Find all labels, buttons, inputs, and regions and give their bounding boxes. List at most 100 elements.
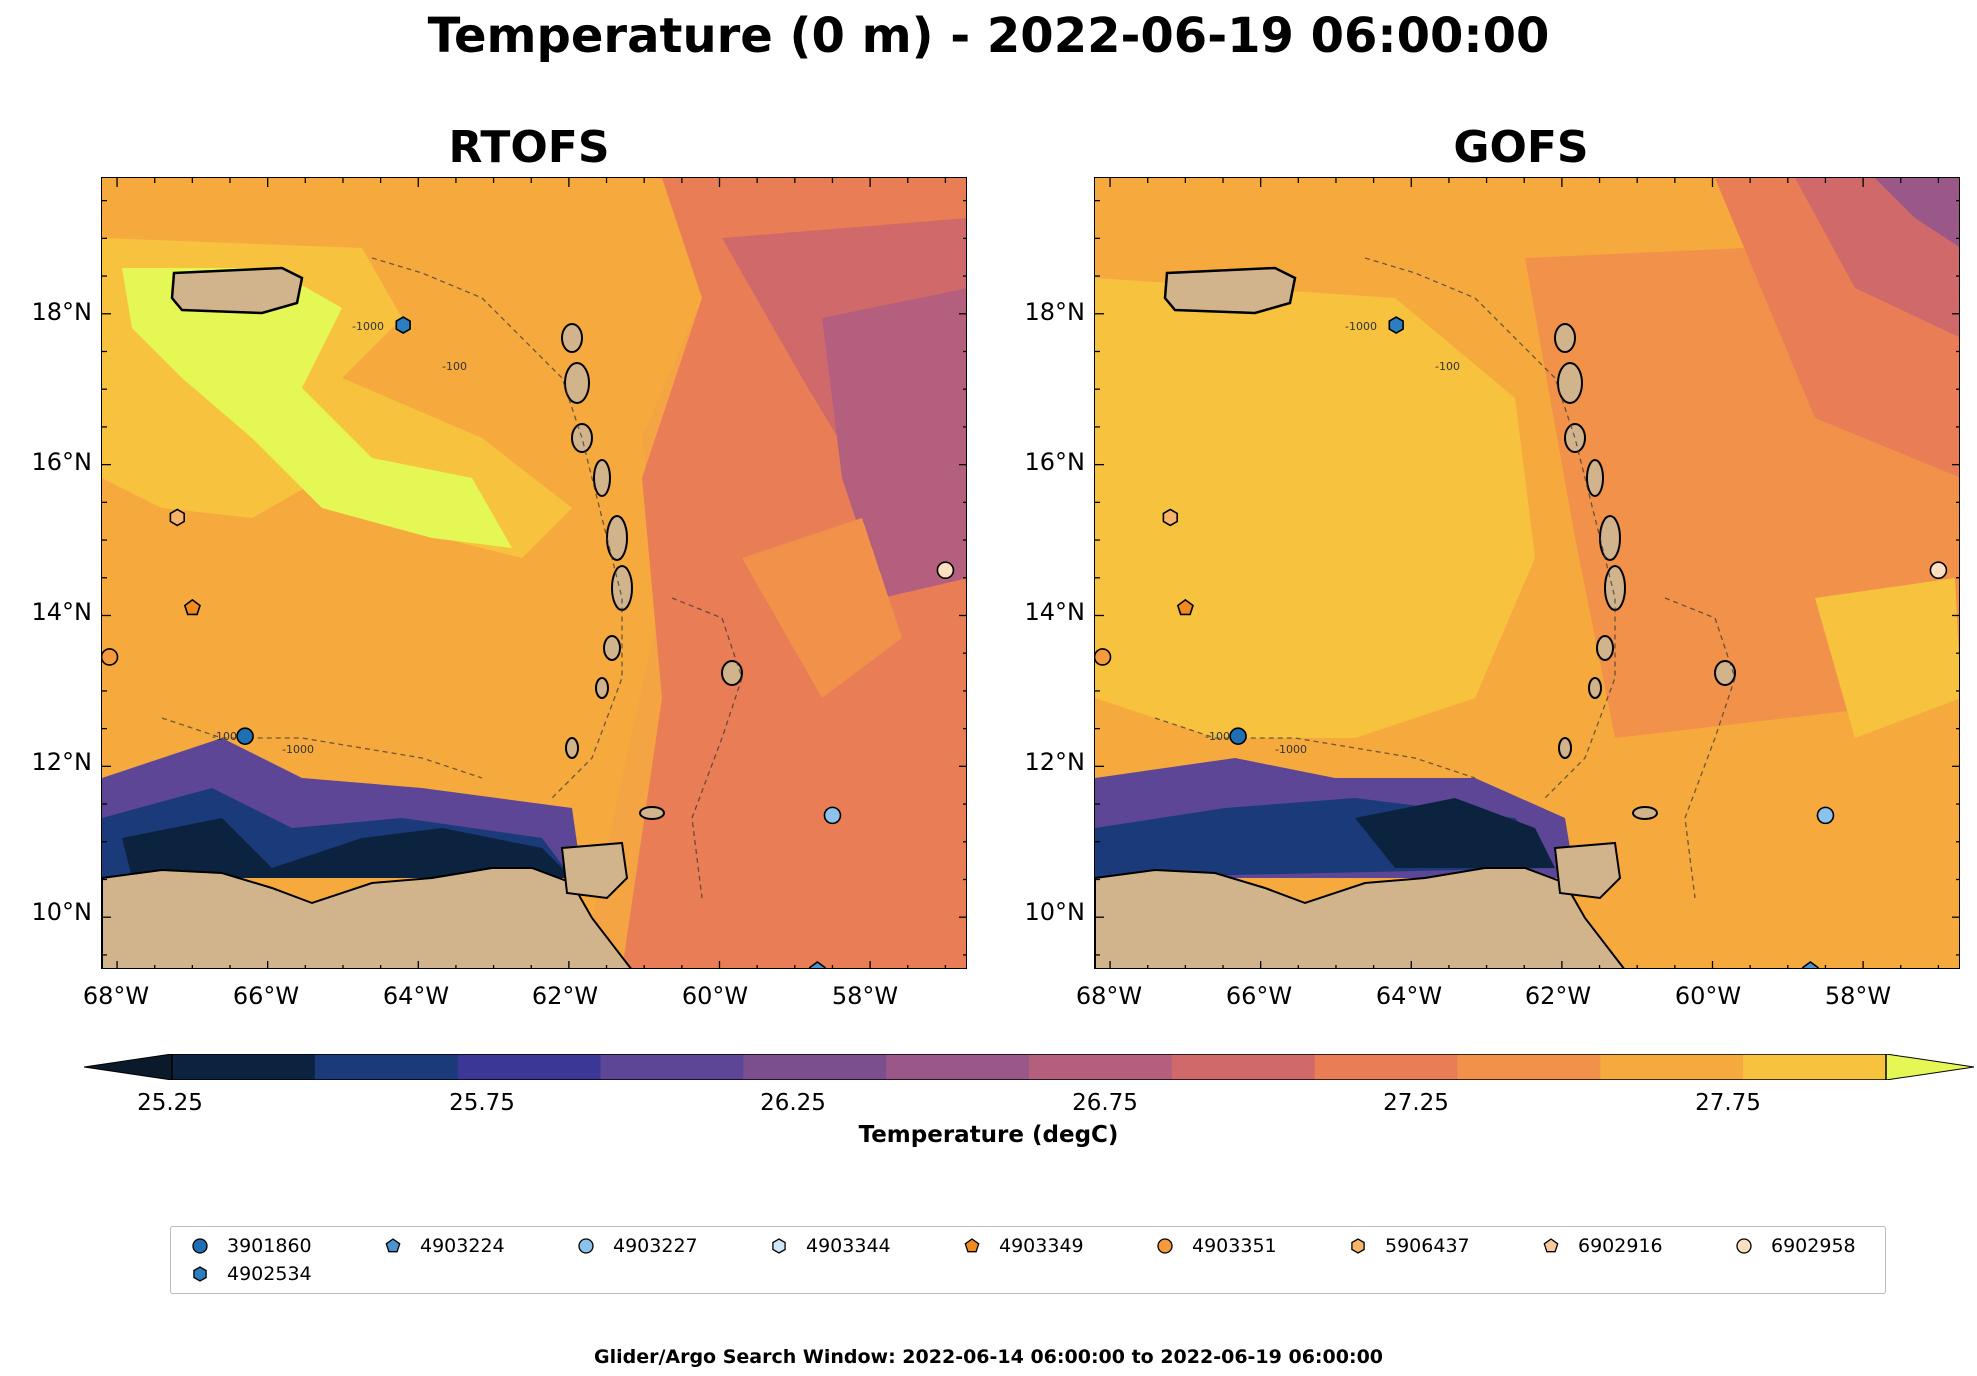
land-trinidad — [560, 841, 629, 900]
contour-label: -1000 — [212, 730, 244, 743]
legend: 3901860 4903224 4903227 4903344 4903349 49033… — [170, 1226, 1886, 1294]
island — [603, 635, 621, 661]
colorbar — [83, 1053, 1975, 1081]
legend-item: 3901860 — [191, 1235, 312, 1257]
lat-label: 14°N — [31, 598, 93, 626]
land-puerto-rico — [1163, 266, 1297, 315]
land-venezuela — [1095, 867, 1625, 968]
temperature-field — [1815, 578, 1959, 738]
search-window-note: Glider/Argo Search Window: 2022-06-14 06… — [593, 1346, 1384, 1368]
lat-label: 18°N — [31, 298, 93, 326]
contour-label: -1000 — [1205, 730, 1237, 743]
float-marker[interactable] — [808, 961, 826, 969]
float-marker[interactable] — [1801, 961, 1819, 969]
pentagon-marker-icon — [385, 1238, 401, 1253]
temperature-field — [1875, 178, 1959, 247]
lon-label: 66°W — [232, 982, 300, 1010]
float-marker[interactable] — [1176, 598, 1194, 616]
lon-label: 62°W — [531, 982, 599, 1010]
island — [639, 806, 665, 820]
island — [1586, 459, 1604, 497]
float-marker[interactable] — [1816, 806, 1835, 825]
float-marker[interactable] — [1929, 561, 1948, 580]
map-panel-gofs[interactable]: -1000 -100 -1000 -1000 — [1094, 177, 1960, 969]
colorbar-gradient — [83, 1053, 1975, 1081]
contour-label: -100 — [442, 360, 467, 373]
legend-label: 4903344 — [806, 1235, 891, 1257]
temperature-field — [1095, 278, 1535, 738]
land-trinidad — [1553, 841, 1622, 900]
legend-label: 4903227 — [613, 1235, 698, 1257]
float-marker[interactable] — [102, 648, 119, 666]
island — [1599, 515, 1621, 561]
float-marker[interactable] — [395, 316, 411, 335]
legend-item: 6902916 — [1542, 1235, 1663, 1257]
colorbar-bin — [886, 1054, 1030, 1080]
colorbar-extend-low — [83, 1053, 173, 1081]
map-canvas-gofs: -1000 -100 -1000 -1000 — [1095, 178, 1959, 969]
lat-label: 10°N — [31, 898, 93, 926]
colorbar-tick: 26.25 — [760, 1090, 826, 1116]
legend-item: 4903351 — [1156, 1235, 1277, 1257]
float-marker[interactable] — [1095, 648, 1112, 666]
lon-label: 58°W — [831, 982, 899, 1010]
panel-title-gofs: GOFS — [1453, 122, 1589, 173]
legend-label: 4903224 — [420, 1235, 505, 1257]
legend-label: 4902534 — [227, 1263, 312, 1285]
depth-contour — [1154, 717, 1476, 779]
island — [1588, 677, 1602, 699]
lat-label: 18°N — [1024, 298, 1086, 326]
lat-label: 14°N — [1024, 598, 1086, 626]
depth-contour — [671, 597, 743, 899]
hexagon-marker-icon — [193, 1266, 207, 1282]
lat-label: 16°N — [31, 448, 93, 476]
map-canvas-rtofs: -1000 -100 -1000 -1000 — [102, 178, 966, 969]
island — [606, 515, 628, 561]
lat-label: 10°N — [1024, 898, 1086, 926]
lat-label: 12°N — [31, 748, 93, 776]
lon-label: 60°W — [1674, 982, 1742, 1010]
float-marker[interactable] — [823, 806, 842, 825]
float-marker[interactable] — [183, 598, 201, 616]
lon-label: 66°W — [1225, 982, 1293, 1010]
lon-label: 68°W — [82, 982, 150, 1010]
frame-ticks — [1095, 178, 1959, 968]
circle-marker-icon — [578, 1238, 594, 1254]
land-venezuela — [102, 867, 632, 968]
float-marker[interactable] — [936, 561, 955, 580]
legend-label: 3901860 — [227, 1235, 312, 1257]
contour-label: -1000 — [352, 320, 384, 333]
temperature-field — [1355, 798, 1555, 868]
island — [1557, 362, 1583, 404]
colorbar-bin — [1600, 1054, 1744, 1080]
float-marker[interactable] — [1388, 316, 1404, 335]
circle-marker-icon — [192, 1238, 208, 1254]
legend-item: 4902534 — [191, 1263, 312, 1285]
island — [1714, 660, 1736, 686]
temperature-field — [122, 268, 512, 548]
island — [571, 423, 593, 453]
colorbar-bin — [314, 1054, 459, 1080]
colorbar-label: Temperature (degC) — [858, 1122, 1119, 1148]
float-marker[interactable] — [169, 508, 185, 527]
float-marker[interactable] — [1162, 508, 1178, 527]
colorbar-bin — [1314, 1054, 1458, 1080]
island — [1596, 635, 1614, 661]
contour-label: -1000 — [1345, 320, 1377, 333]
lat-label: 12°N — [1024, 748, 1086, 776]
map-panel-rtofs[interactable]: -1000 -100 -1000 -1000 — [101, 177, 967, 969]
colorbar-bin — [172, 1054, 316, 1080]
legend-item: 5906437 — [1349, 1235, 1470, 1257]
lon-label: 68°W — [1075, 982, 1143, 1010]
temperature-field — [122, 818, 572, 878]
island — [564, 362, 590, 404]
lon-label: 62°W — [1524, 982, 1592, 1010]
legend-item: 4903344 — [770, 1235, 891, 1257]
float-marker[interactable] — [1229, 727, 1247, 745]
lon-label: 60°W — [681, 982, 749, 1010]
colorbar-tick: 27.75 — [1695, 1090, 1761, 1116]
colorbar-tick: 27.25 — [1383, 1090, 1449, 1116]
colorbar-extend-high — [1885, 1053, 1975, 1081]
colorbar-bin — [743, 1054, 887, 1080]
float-marker[interactable] — [236, 727, 254, 745]
